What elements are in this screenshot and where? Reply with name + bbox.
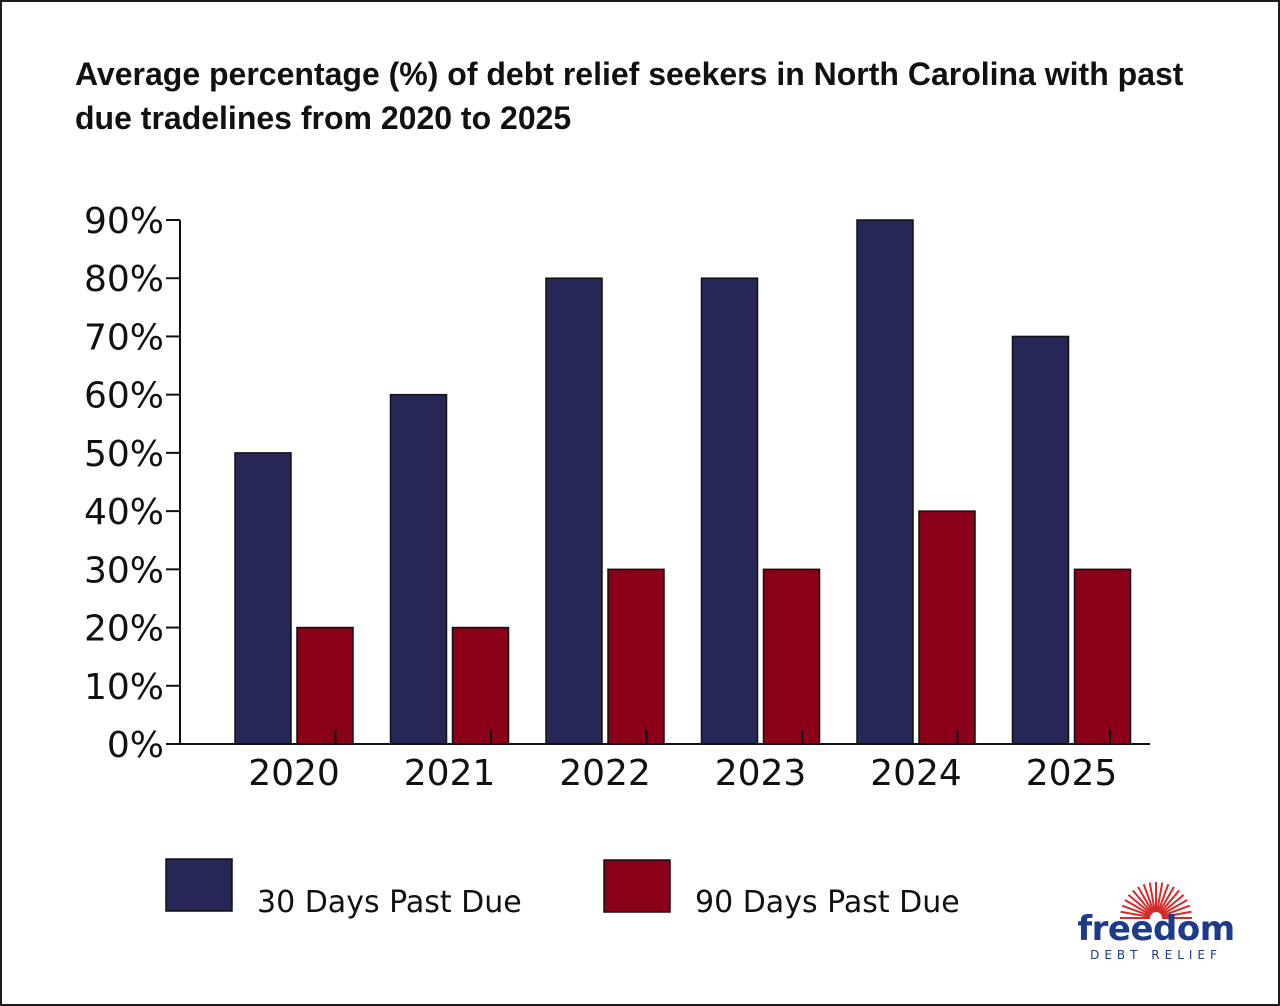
sun-ray — [1157, 883, 1170, 913]
x-tick-label: 2025 — [1026, 753, 1118, 794]
x-tick-label: 2024 — [870, 753, 962, 794]
axes-group — [166, 219, 1150, 745]
y-tick-label: 40% — [84, 492, 164, 533]
legend-swatch-30-days — [165, 858, 233, 912]
x-tick-label: 2022 — [559, 753, 651, 794]
bar-2025-30-days — [1011, 335, 1070, 745]
bar-2023-90-days — [762, 568, 821, 745]
sun-ray — [1160, 899, 1188, 916]
legend-swatch-90-days — [603, 859, 671, 913]
bar-2022-90-days — [607, 568, 665, 745]
bar-2024-90-days — [918, 510, 976, 745]
logo-tagline: DEBT RELIEF — [1090, 948, 1222, 962]
y-tick-label: 50% — [84, 434, 164, 475]
sun-ray — [1159, 889, 1180, 915]
x-tick-label: 2020 — [248, 753, 340, 794]
sun-ray — [1137, 886, 1154, 914]
y-tick-label: 60% — [84, 376, 164, 417]
sun-ray — [1127, 894, 1153, 915]
y-tick-labels: 0% 10% 20% 30% 40% 50% 60% 70% 80% 90% — [84, 201, 164, 766]
x-tick-labels: 2020 2021 2022 2023 2024 2025 — [248, 753, 1117, 794]
legend-label-30-days: 30 Days Past Due — [257, 885, 522, 920]
bar-2023-30-days — [700, 277, 759, 745]
y-tick-label: 20% — [84, 609, 164, 650]
y-tick-label: 0% — [107, 725, 164, 766]
legend-label-90-days: 90 Days Past Due — [695, 885, 960, 920]
bar-2021-90-days — [451, 626, 510, 745]
sun-ray — [1161, 904, 1191, 917]
freedom-debt-relief-logo: freedom DEBT RELIEF — [1068, 872, 1238, 972]
y-tick-label: 90% — [84, 201, 164, 242]
y-tick-label: 10% — [84, 667, 164, 708]
sun-ray — [1142, 883, 1155, 913]
y-tick-label: 70% — [84, 317, 164, 358]
sunburst-icon — [1120, 882, 1192, 919]
sun-ray — [1159, 894, 1185, 915]
sun-ray — [1161, 910, 1192, 918]
bar-2024-30-days — [856, 219, 914, 745]
y-tick-label: 80% — [84, 259, 164, 300]
sun-ray — [1132, 889, 1153, 915]
bar-2025-90-days — [1073, 568, 1132, 745]
x-tick-label: 2021 — [404, 753, 496, 794]
chart-title: Average percentage (%) of debt relief se… — [75, 56, 1184, 136]
bar-2022-30-days — [545, 277, 603, 745]
sun-ray — [1156, 882, 1164, 913]
legend: 30 Days Past Due 90 Days Past Due — [165, 858, 960, 920]
bar-2020-30-days — [234, 452, 292, 745]
sun-ray — [1148, 882, 1156, 913]
bar-2021-30-days — [389, 393, 448, 745]
y-tick-label: 30% — [84, 550, 164, 591]
bar-2020-90-days — [296, 626, 354, 745]
sun-ray — [1121, 904, 1151, 917]
sun-ray — [1158, 886, 1175, 914]
bars-group — [234, 219, 1132, 745]
sun-ray — [1124, 899, 1152, 916]
logo-wordmark: freedom — [1077, 909, 1235, 949]
sun-ray — [1120, 910, 1151, 918]
x-tick-label: 2023 — [715, 753, 807, 794]
